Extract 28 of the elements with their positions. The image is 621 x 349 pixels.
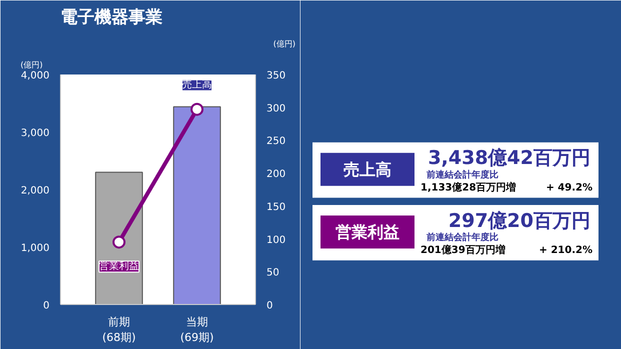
y-axis-title: (億円) xyxy=(20,60,43,70)
y2-tick-label: 350 xyxy=(266,70,286,82)
y2-tick-label: 250 xyxy=(266,136,286,148)
text: 297億20百万円 xyxy=(448,210,591,232)
text: 営業利益 xyxy=(336,222,400,242)
y2-tick-label: 100 xyxy=(266,234,286,246)
text: + 210.2% xyxy=(538,244,593,256)
text: 1,133億28百万円増 xyxy=(420,181,516,194)
text: 売上高 xyxy=(344,160,392,179)
y-tick-label: 0 xyxy=(43,300,50,312)
y-tick-label: 2,000 xyxy=(20,186,50,196)
y-tick-label: 1,000 xyxy=(20,243,50,254)
text: 前連結会計年度比 xyxy=(426,169,498,180)
y2-tick-label: 300 xyxy=(266,103,286,114)
text: 前連結会計年度比 xyxy=(426,232,498,243)
x-tick-label: 当期 (69期) xyxy=(180,316,214,344)
text: + 49.2% xyxy=(546,182,593,194)
chart-title: 電子機器事業 xyxy=(60,8,162,28)
y2-tick-label: 0 xyxy=(266,300,273,312)
y2-tick-label: 200 xyxy=(266,169,286,180)
y-tick-label: 4,000 xyxy=(20,70,50,82)
x-tick-label: 前期 (68期) xyxy=(102,316,136,344)
y2-tick-label: 150 xyxy=(266,202,286,213)
y2-axis-title: (億円) xyxy=(273,40,296,48)
y2-tick-label: 50 xyxy=(266,268,280,279)
text: 201億39百万円増 xyxy=(420,244,506,256)
y-tick-label: 3,000 xyxy=(20,128,50,139)
text: 3,438億42百万円 xyxy=(428,147,591,170)
